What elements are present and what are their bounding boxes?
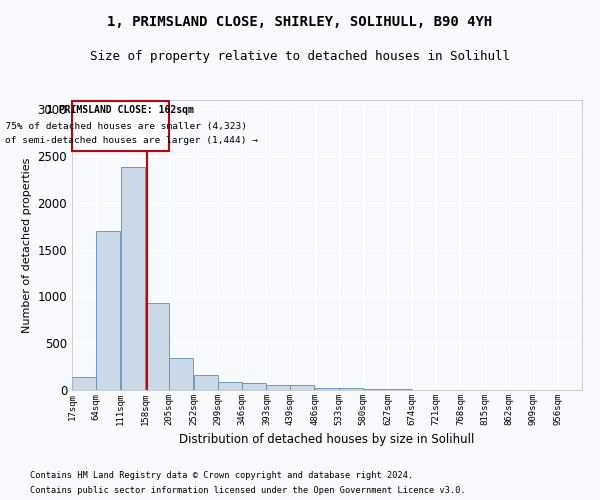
X-axis label: Distribution of detached houses by size in Solihull: Distribution of detached houses by size … bbox=[179, 434, 475, 446]
Bar bbox=[145, 303, 169, 390]
Text: Contains HM Land Registry data © Crown copyright and database right 2024.: Contains HM Land Registry data © Crown c… bbox=[30, 471, 413, 480]
Bar bbox=[169, 358, 193, 390]
Text: 25% of semi-detached houses are larger (1,444) →: 25% of semi-detached houses are larger (… bbox=[0, 136, 259, 145]
Bar bbox=[218, 382, 242, 390]
Text: Size of property relative to detached houses in Solihull: Size of property relative to detached ho… bbox=[90, 50, 510, 63]
Bar bbox=[290, 386, 314, 390]
Text: 1, PRIMSLAND CLOSE, SHIRLEY, SOLIHULL, B90 4YH: 1, PRIMSLAND CLOSE, SHIRLEY, SOLIHULL, B… bbox=[107, 15, 493, 29]
Bar bbox=[266, 386, 290, 390]
Bar bbox=[363, 388, 387, 390]
Bar bbox=[339, 388, 363, 390]
Y-axis label: Number of detached properties: Number of detached properties bbox=[22, 158, 32, 332]
Text: Contains public sector information licensed under the Open Government Licence v3: Contains public sector information licen… bbox=[30, 486, 466, 495]
Bar bbox=[314, 388, 338, 390]
Text: 1 PRIMSLAND CLOSE: 162sqm: 1 PRIMSLAND CLOSE: 162sqm bbox=[47, 105, 194, 115]
FancyBboxPatch shape bbox=[72, 101, 169, 150]
Bar bbox=[72, 377, 96, 390]
Bar bbox=[388, 389, 412, 390]
Text: ← 75% of detached houses are smaller (4,323): ← 75% of detached houses are smaller (4,… bbox=[0, 122, 247, 131]
Bar bbox=[242, 384, 266, 390]
Bar bbox=[97, 231, 121, 390]
Bar bbox=[121, 168, 145, 390]
Bar bbox=[194, 375, 218, 390]
